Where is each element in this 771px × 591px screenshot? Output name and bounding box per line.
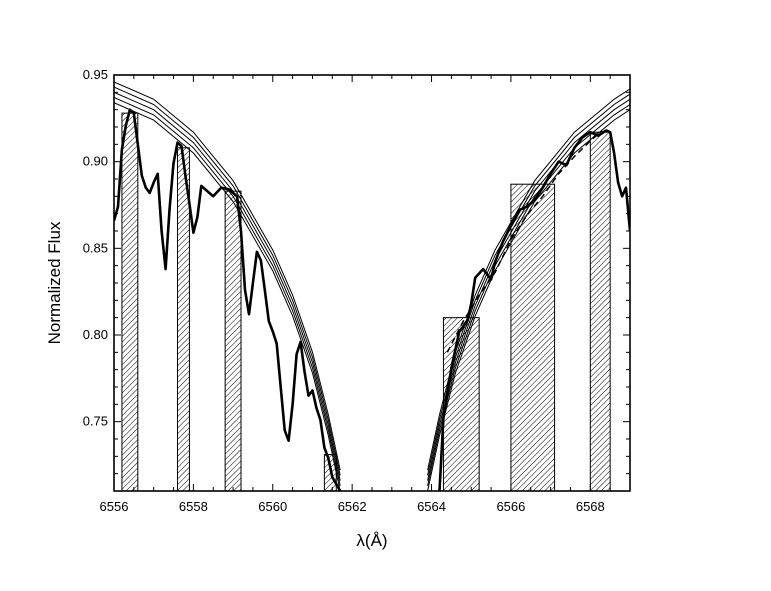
hatched-region-6 bbox=[589, 131, 611, 491]
model-red-wing-4 bbox=[427, 88, 630, 471]
hatched-region-0 bbox=[121, 112, 139, 491]
x-tick-label: 6560 bbox=[258, 499, 287, 514]
model-blue-wing-0 bbox=[114, 102, 341, 491]
x-tick-label: 6558 bbox=[179, 499, 208, 514]
y-tick-label: 0.90 bbox=[83, 154, 108, 169]
spectrum-series-1 bbox=[438, 129, 630, 491]
x-tick-label: 6556 bbox=[100, 499, 129, 514]
model-red-wing-3 bbox=[427, 93, 630, 476]
hatched-region-2 bbox=[224, 190, 242, 491]
y-tick-label: 0.75 bbox=[83, 414, 108, 429]
model-blue-wing-3 bbox=[114, 86, 341, 476]
x-tick-label: 6562 bbox=[338, 499, 367, 514]
spectrum-series-0 bbox=[114, 108, 342, 491]
x-tick-label: 6566 bbox=[496, 499, 525, 514]
hatched-regions bbox=[121, 112, 611, 491]
hatched-region-5 bbox=[510, 183, 556, 491]
model-blue-wing-2 bbox=[114, 91, 341, 481]
y-tick-label: 0.95 bbox=[83, 67, 108, 82]
y-tick-label: 0.85 bbox=[83, 240, 108, 255]
x-axis-label: λ(Å) bbox=[356, 531, 387, 550]
x-tick-label: 6564 bbox=[417, 499, 446, 514]
x-tick-label: 6568 bbox=[576, 499, 605, 514]
model-blue-wing-4 bbox=[114, 81, 341, 471]
model-blue-wing-1 bbox=[114, 97, 341, 486]
observed-spectrum bbox=[114, 108, 630, 491]
y-axis-label: Normalized Flux bbox=[45, 221, 64, 344]
hatched-region-1 bbox=[177, 147, 190, 491]
spectrum-series-2 bbox=[446, 129, 603, 353]
hatched-region-4 bbox=[442, 317, 480, 491]
axis-ticks: 6556 6558 6560 6562 6564 6566 6568 0.75 0.80 0.85… bbox=[83, 67, 631, 514]
y-tick-label: 0.80 bbox=[83, 327, 108, 342]
